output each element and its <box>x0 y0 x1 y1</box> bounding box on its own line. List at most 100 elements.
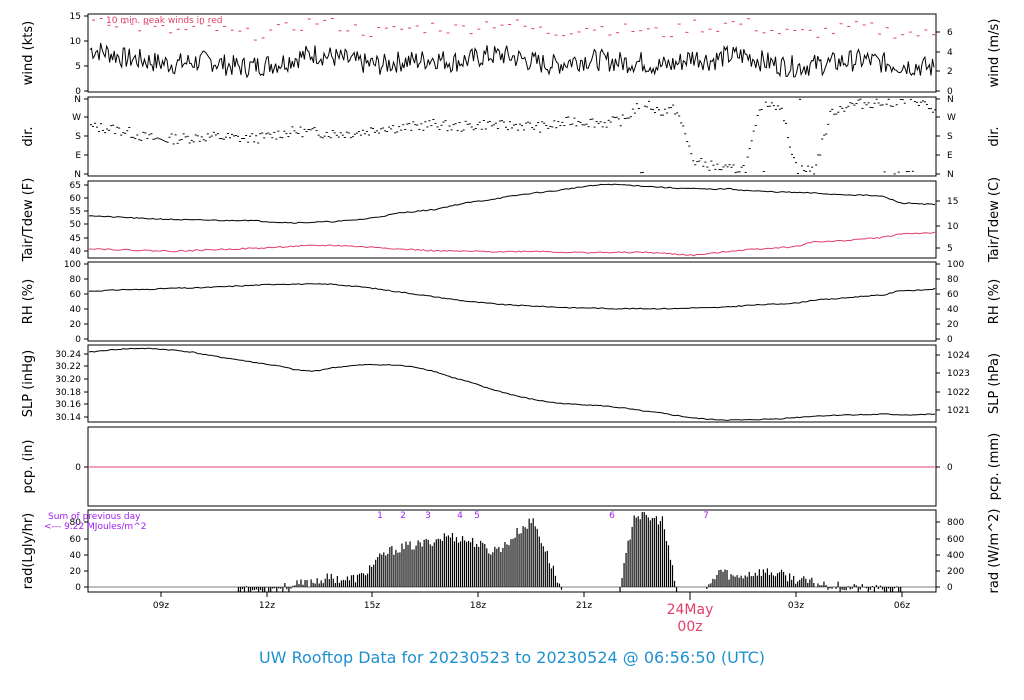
y-tick-label: 0 <box>75 583 81 593</box>
y-tick-label: 100 <box>64 260 81 270</box>
y-tick-label-right: 4 <box>947 48 953 58</box>
y-tick-label: 80 <box>70 518 82 528</box>
y-tick-label-right: 600 <box>947 535 964 545</box>
y-tick-label: N <box>74 95 81 105</box>
y-tick-label-right: S <box>947 132 953 142</box>
panel-frame <box>87 96 937 177</box>
y-tick-label-right: 1022 <box>947 388 970 398</box>
y-tick-label-right: 5 <box>947 244 953 254</box>
y-tick-label: 30.16 <box>55 400 81 410</box>
y-tick-label-right: 1023 <box>947 369 970 379</box>
y-tick-label: 55 <box>70 207 81 217</box>
x-tick-label: 03z <box>788 601 804 611</box>
y-tick-label: 60 <box>70 535 82 545</box>
rad-marker: 3 <box>425 511 431 521</box>
y-tick-label: 30.20 <box>55 375 81 385</box>
rad-marker: 2 <box>400 511 406 521</box>
panel-frame <box>87 344 937 423</box>
y-axis-label-right: RH (%) <box>987 279 1002 324</box>
y-tick-label-right: 0 <box>947 87 953 97</box>
y-tick-label-right: 40 <box>947 305 959 315</box>
y-tick-label: 30.24 <box>55 350 81 360</box>
y-tick-label-right: N <box>947 170 954 180</box>
y-tick-label-right: 0 <box>947 335 953 345</box>
panel-frame <box>87 509 937 593</box>
x-tick-label: 18z <box>470 601 486 611</box>
y-tick-label: 40 <box>70 305 82 315</box>
y-tick-label-right: 0 <box>947 463 953 473</box>
x-tick-label: 09z <box>153 601 169 611</box>
y-tick-label: 40 <box>70 551 82 561</box>
y-tick-label: 10 <box>70 37 82 47</box>
rad-marker: 7 <box>703 511 709 521</box>
y-axis-label: SLP (inHg) <box>21 350 36 418</box>
panel-frame <box>87 13 937 93</box>
y-tick-label-right: N <box>947 95 954 105</box>
rad-marker: 5 <box>474 511 480 521</box>
y-tick-label-right: 800 <box>947 518 964 528</box>
panel-frame <box>87 261 937 342</box>
y-tick-label-right: 6 <box>947 28 953 38</box>
rad-marker: 1 <box>377 511 383 521</box>
y-axis-label: Tair/Tdew (F) <box>21 178 36 263</box>
y-tick-label: 30.18 <box>55 388 81 398</box>
y-tick-label-right: 60 <box>947 290 959 300</box>
y-axis-label-right: rad (W/m^2) <box>987 509 1002 594</box>
y-axis-label: wind (kts) <box>21 21 36 85</box>
y-tick-label: 0 <box>75 463 81 473</box>
y-tick-label: N <box>74 170 81 180</box>
y-tick-label-right: 200 <box>947 567 964 577</box>
y-tick-label: 5 <box>75 62 81 72</box>
y-tick-label: 60 <box>70 194 82 204</box>
y-tick-label-right: 80 <box>947 275 959 285</box>
y-tick-label: 50 <box>70 220 82 230</box>
x-tick-label: 06z <box>894 601 910 611</box>
y-tick-label: 30.22 <box>55 362 81 372</box>
y-tick-label-right: W <box>947 113 956 123</box>
y-tick-label-right: 400 <box>947 551 964 561</box>
y-tick-label: 80 <box>70 275 82 285</box>
y-axis-label-right: wind (m/s) <box>987 19 1002 88</box>
y-axis-label-right: SLP (hPa) <box>987 353 1002 414</box>
y-tick-label: 20 <box>70 567 82 577</box>
x-tick-label: 15z <box>364 601 380 611</box>
slp-line <box>88 347 936 421</box>
y-tick-label: S <box>75 132 81 142</box>
y-axis-label: rad(Lgly/hr) <box>21 513 36 589</box>
rad-marker: 4 <box>457 511 463 521</box>
y-tick-label-right: E <box>947 151 953 161</box>
peak-wind-note: 10 min. peak winds in red <box>106 16 223 26</box>
y-tick-label: W <box>72 113 81 123</box>
y-tick-label: 30.14 <box>55 413 81 423</box>
footer-title: UW Rooftop Data for 20230523 to 20230524… <box>258 648 766 667</box>
y-axis-label: dir. <box>21 126 36 146</box>
y-tick-label: 0 <box>75 335 81 345</box>
y-tick-label: 0 <box>75 87 81 97</box>
y-tick-label-right: 1024 <box>947 351 970 361</box>
date-label: 24May <box>667 602 714 618</box>
wind-speed-line <box>89 42 935 79</box>
y-tick-label-right: 15 <box>947 197 958 207</box>
rad-sum-note: Sum of previous day <box>48 512 141 522</box>
rh-line <box>88 283 936 310</box>
y-tick-label: 65 <box>70 181 81 191</box>
y-tick-label: 40 <box>70 247 82 257</box>
rad-marker: 6 <box>609 511 615 521</box>
y-tick-label-right: 1021 <box>947 406 970 416</box>
y-axis-label-right: Tair/Tdew (C) <box>987 177 1002 263</box>
y-axis-label-right: dir. <box>987 126 1002 146</box>
y-tick-label: E <box>75 151 81 161</box>
y-tick-label-right: 2 <box>947 67 953 77</box>
x-tick-label: 21z <box>576 601 592 611</box>
y-tick-label: 60 <box>70 290 82 300</box>
y-axis-label-right: pcp. (mm) <box>987 433 1002 500</box>
y-tick-label-right: 0 <box>947 583 953 593</box>
y-axis-label: RH (%) <box>21 279 36 324</box>
air-temp-line <box>88 183 936 224</box>
y-tick-label: 15 <box>70 12 81 22</box>
dewpoint-line <box>88 231 936 257</box>
y-tick-label: 20 <box>70 320 82 330</box>
y-tick-label-right: 20 <box>947 320 959 330</box>
y-tick-label-right: 10 <box>947 222 959 232</box>
